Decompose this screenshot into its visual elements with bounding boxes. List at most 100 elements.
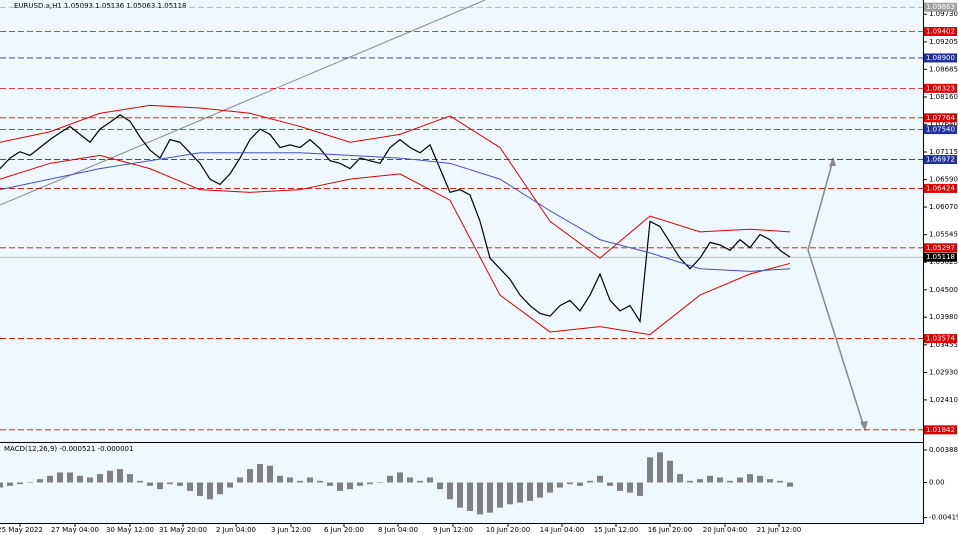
macd-bar [477, 482, 483, 515]
macd-bar [497, 482, 503, 508]
macd-bar [637, 482, 643, 496]
macd-bar [147, 482, 153, 486]
macd-bar [0, 482, 3, 488]
macd-bar [117, 469, 123, 483]
level-tag [924, 425, 957, 435]
y-tick-label: 1.03980 [929, 313, 958, 321]
macd-bar [167, 482, 173, 485]
macd-bar [787, 482, 793, 487]
macd-bar [367, 482, 373, 485]
level-tag [924, 334, 957, 344]
level-label: 1.05118 [926, 253, 955, 261]
macd-bar [747, 474, 753, 483]
x-tick-label: 25 May 2022 [0, 526, 43, 534]
arrow-head [860, 421, 868, 431]
macd-bar [187, 482, 193, 491]
macd-bar [707, 475, 713, 483]
macd-bar [217, 482, 223, 495]
x-tick-label: 2 Jun 04:00 [216, 526, 256, 534]
indicator-title: MACD(12,26,9) -0.000521 -0.000001 [4, 445, 133, 453]
price-series [0, 104, 791, 259]
macd-bar [177, 482, 183, 486]
macd-bar [437, 482, 443, 490]
macd-bar [457, 482, 463, 508]
macd-bar [257, 464, 263, 483]
arrow-up [807, 159, 834, 251]
macd-bar [317, 480, 323, 483]
arrow-down [807, 249, 865, 428]
level-tag [924, 252, 957, 262]
macd-bar [767, 479, 773, 483]
macd-bar [227, 482, 233, 488]
y-tick-label: 0.00 [929, 478, 945, 486]
price-series [0, 114, 791, 324]
level-tag [924, 243, 957, 253]
level-label: 1.08900 [926, 54, 955, 62]
y-tick-label: 1.02410 [929, 396, 958, 404]
level-label: 1.01842 [926, 426, 955, 434]
macd-bar [597, 475, 603, 483]
level-label: 1.09402 [926, 28, 955, 36]
macd-bar [547, 482, 553, 493]
macd-bar [307, 477, 313, 483]
x-tick-label: 8 Jun 04:00 [378, 526, 418, 534]
arrow-head [829, 157, 836, 166]
level-label: 1.09863 [926, 3, 955, 11]
macd-bar [237, 477, 243, 483]
macd-bar [667, 460, 673, 483]
macd-bar [267, 465, 273, 483]
macd-bar [517, 482, 523, 503]
level-label: 1.07764 [926, 114, 955, 122]
level-label: 1.08323 [926, 84, 955, 92]
macd-bar [617, 482, 623, 491]
macd-bar [427, 477, 433, 483]
x-tick-label: 14 Jun 04:00 [540, 526, 584, 534]
y-tick-label: 1.07640 [929, 120, 958, 128]
macd-bar [17, 482, 23, 485]
level-label: 1.07540 [926, 126, 955, 134]
macd-bar [207, 482, 213, 500]
macd-bar [197, 482, 203, 496]
plot-background [0, 0, 923, 524]
macd-bar [137, 480, 143, 483]
macd-bar [77, 475, 83, 483]
macd-bar [67, 472, 73, 483]
x-tick-label: 6 Jun 20:00 [324, 526, 364, 534]
macd-bar [467, 482, 473, 512]
price-series [0, 152, 791, 272]
macd-bar [657, 452, 663, 483]
x-tick-label: 16 Jun 20:00 [648, 526, 692, 534]
y-tick-label: 1.04500 [929, 286, 958, 294]
price-series [0, 154, 791, 336]
macd-bar [387, 475, 393, 483]
macd-bar [277, 475, 283, 483]
macd-bar [727, 480, 733, 483]
x-tick-label: 21 Jun 12:00 [757, 526, 801, 534]
y-tick-label: 1.09730 [929, 10, 958, 18]
level-tag [924, 183, 957, 193]
macd-bar [37, 479, 43, 483]
y-tick-label: 1.08160 [929, 93, 958, 101]
y-tick-label: 1.02930 [929, 369, 958, 377]
macd-bar [537, 482, 543, 498]
level-tag [924, 155, 957, 165]
macd-bar [127, 474, 133, 483]
x-tick-label: 30 May 12:00 [106, 526, 154, 534]
macd-bar [677, 474, 683, 483]
trend-line [0, 0, 486, 206]
y-tick-label: 1.09205 [929, 38, 958, 46]
macd-bar [107, 470, 113, 483]
macd-bar [577, 482, 583, 486]
macd-bar [507, 482, 513, 505]
macd-bar [527, 482, 533, 501]
macd-bar [47, 475, 53, 483]
y-tick-label: 1.06590 [929, 176, 958, 184]
macd-bar [627, 482, 633, 493]
macd-bar [447, 482, 453, 500]
macd-bar [757, 475, 763, 483]
level-label: 1.06424 [926, 184, 955, 192]
macd-bar [397, 472, 403, 483]
macd-bar [347, 482, 353, 490]
level-tag [924, 2, 957, 12]
